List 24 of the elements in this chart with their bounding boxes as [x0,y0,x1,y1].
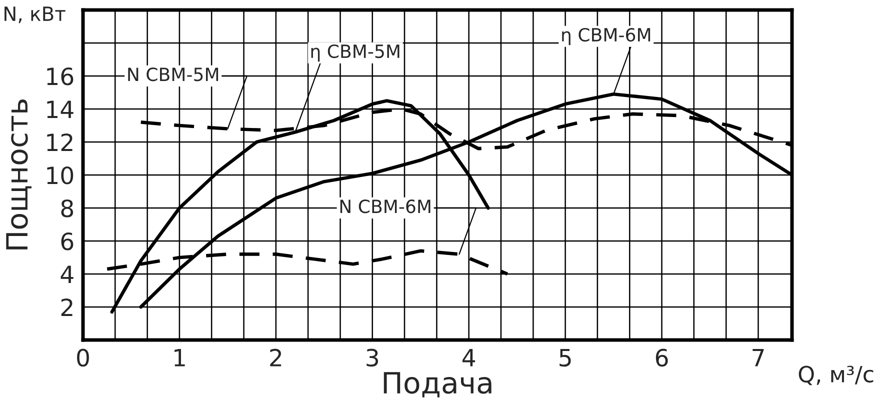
x-tick-label: 1 [174,349,185,366]
text: Q, м³/с [798,366,874,386]
y-tick-label: 8 [61,199,74,218]
x-tick-label: 6 [656,348,668,367]
y-tick-label: 16 [47,67,74,86]
x-tick-label: 5 [560,349,571,367]
text: N, кВт [4,6,66,24]
x-tick-label: 4 [462,349,476,366]
x-axis-title: Подача [384,372,492,398]
x-tick-label: 2 [270,348,282,366]
text: η СВМ-5М [311,44,400,62]
y-tick-label: 6 [61,232,74,250]
y-tick-label: 2 [61,298,72,316]
y-tick-label: 12 [47,133,72,151]
text: N СВМ-6М [340,200,430,214]
y-axis-title: Пощность [6,100,32,250]
x-tick-label: 0 [77,348,89,367]
y-tick-label: 4 [60,266,74,283]
text: N СВМ-5М [128,68,218,82]
y-tick-label: 14 [47,100,74,118]
text: η СВМ-6М [562,28,650,46]
x-tick-label: 3 [366,348,378,367]
y-tick-label: 10 [47,166,74,184]
x-tick-label: 7 [752,349,764,366]
